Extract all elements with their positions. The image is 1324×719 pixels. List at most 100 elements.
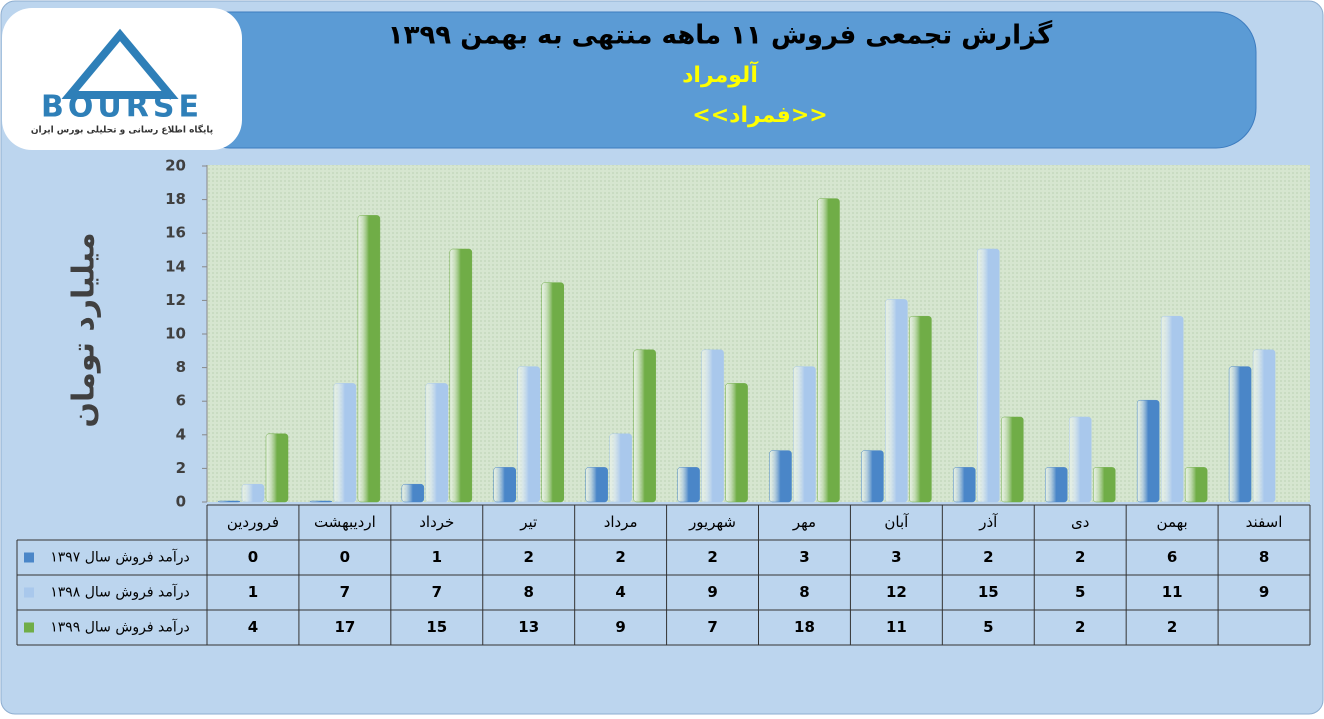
x-tick-label: تیر [519,513,537,531]
bar [241,483,265,503]
table-value: 9 [707,583,717,601]
bar [793,366,816,503]
symbol: <<فمراد>> [692,103,827,128]
logo-box [2,8,242,150]
y-tick-label: 20 [165,157,186,175]
plot-area [207,165,1310,502]
table-value: 2 [523,548,533,566]
bar [701,349,724,503]
table-value: 0 [248,548,258,566]
x-tick-label: خرداد [419,513,454,531]
bar [953,467,976,503]
table-value: 2 [1167,618,1177,636]
table-value: 15 [978,583,999,601]
legend-label: درآمد فروش سال ۱۳۹۹ [50,619,190,636]
x-tick-label: مرداد [604,513,638,531]
chart-title: گزارش تجمعی فروش ۱۱ ماهه منتهی به بهمن ۱… [388,20,1053,51]
table-value: 3 [799,548,809,566]
table-value: 2 [615,548,625,566]
bar [861,450,884,503]
x-tick-label: مهر [792,513,816,531]
legend-swatch [24,587,34,598]
y-tick-label: 4 [176,425,186,443]
bar [677,467,700,503]
y-tick-label: 2 [176,459,186,477]
x-tick-label: آذر [978,513,998,531]
bar [909,315,932,503]
table-value: 5 [983,618,993,636]
table-value: 8 [799,583,809,601]
table-value: 8 [523,583,533,601]
bar [217,500,241,503]
bar [1252,349,1276,503]
x-tick-label: آبان [884,513,909,531]
table-value: 1 [432,548,442,566]
x-tick-label: اردیبهشت [314,513,376,531]
table-value: 7 [340,583,350,601]
bar [1001,416,1024,503]
bar [425,383,449,503]
bar [1069,416,1092,503]
y-tick-label: 8 [176,358,186,376]
table-value: 13 [518,618,539,636]
y-tick-label: 14 [165,257,186,275]
bar [609,433,632,503]
bar [769,450,792,503]
bar [725,383,748,503]
x-tick-label: بهمن [1157,513,1188,531]
table-value: 4 [615,583,625,601]
table-value: 11 [1162,583,1183,601]
bar [309,500,333,503]
table-value: 6 [1167,548,1177,566]
bar [541,282,564,503]
table-value: 11 [886,618,907,636]
table-value: 9 [615,618,625,636]
x-tick-label: شهریور [688,513,736,531]
legend-swatch [24,552,34,563]
bar [1136,399,1160,503]
y-axis-label: میلیارد تومان [67,232,102,427]
table-value: 2 [983,548,993,566]
x-tick-label: اسفند [1246,513,1283,531]
bar [977,248,1000,503]
y-tick-label: 0 [176,493,186,511]
logo-mark [61,28,179,99]
table-value: 1 [248,583,258,601]
bar [401,483,425,503]
x-tick-label: دی [1071,513,1089,531]
table-value: 7 [707,618,717,636]
bar [1228,366,1252,503]
y-tick-label: 16 [165,224,186,242]
table-value: 8 [1259,548,1269,566]
table-value: 17 [334,618,355,636]
bar [817,198,840,503]
bar [633,349,656,503]
bar [449,248,473,503]
bar [517,366,540,503]
chart-subtitle: آلومراد [682,60,758,88]
bar [1093,467,1116,503]
table-value: 5 [1075,583,1085,601]
bar [493,467,516,503]
bar [585,467,608,503]
table-value: 2 [707,548,717,566]
bar [1045,467,1068,503]
table-value: 0 [340,548,350,566]
table-value: 2 [1075,618,1085,636]
table-value: 9 [1259,583,1269,601]
logo-text: BOURSE [41,90,203,125]
y-tick-label: 18 [165,190,186,208]
legend-label: درآمد فروش سال ۱۳۹۷ [50,549,190,566]
table-value: 3 [891,548,901,566]
y-tick-label: 6 [176,392,186,410]
bar [1160,315,1184,503]
table-value: 18 [794,618,815,636]
y-tick-label: 12 [165,291,186,309]
bar [333,383,357,503]
bar [357,215,381,503]
legend-label: درآمد فروش سال ۱۳۹۸ [50,584,190,601]
table-value: 12 [886,583,907,601]
logo-tagline: پایگاه اطلاع رسانی و تحلیلی بورس ایران [31,124,213,136]
